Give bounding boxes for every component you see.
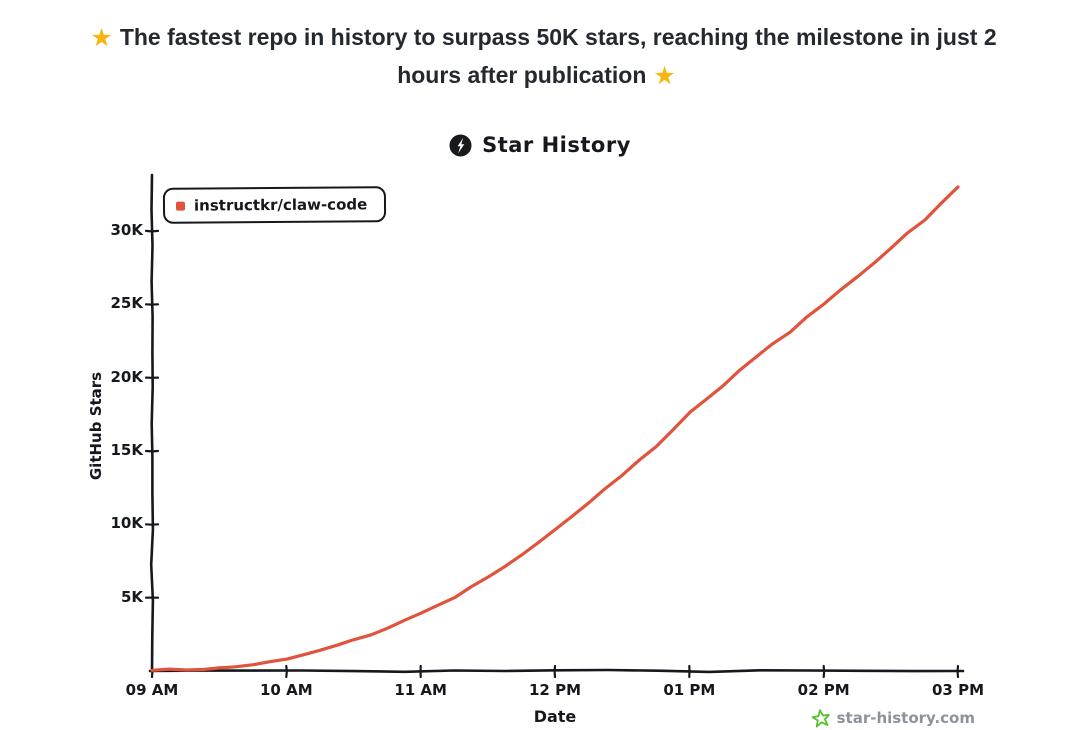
star-icon-left: ★: [90, 24, 113, 52]
chart-title: Star History: [482, 133, 631, 157]
x-axis-label: Date: [533, 707, 577, 726]
x-tick-mark: [956, 664, 960, 679]
headline: ★ The fastest repo in history to surpass …: [0, 0, 1080, 95]
star-icon-right: ★: [653, 61, 676, 90]
star-history-chart: 09 AM 10 AM 11 AM 12 PM 01 PM 02 PM 03 PM 5K 10K…: [0, 169, 1080, 729]
legend-swatch: [175, 201, 186, 211]
x-tick-mark: [285, 664, 288, 679]
watermark: star-history.com: [811, 709, 975, 728]
watermark-text: star-history.com: [836, 709, 975, 727]
headline-text: The fastest repo in history to surpass 5…: [119, 24, 997, 88]
chart-title-row: Star History: [0, 133, 1080, 157]
legend-label: instructkr/claw-code: [193, 195, 368, 215]
series-line: [150, 185, 960, 672]
watermark-star-icon: [811, 709, 830, 728]
plot-canvas: [144, 173, 965, 679]
x-axis: [148, 668, 965, 674]
y-axis-label: GitHub Stars: [87, 371, 105, 481]
y-tick-mark: [144, 229, 160, 233]
legend: instructkr/claw-code: [162, 186, 387, 224]
y-axis: [149, 173, 155, 673]
star-history-logo-icon: [449, 134, 472, 157]
